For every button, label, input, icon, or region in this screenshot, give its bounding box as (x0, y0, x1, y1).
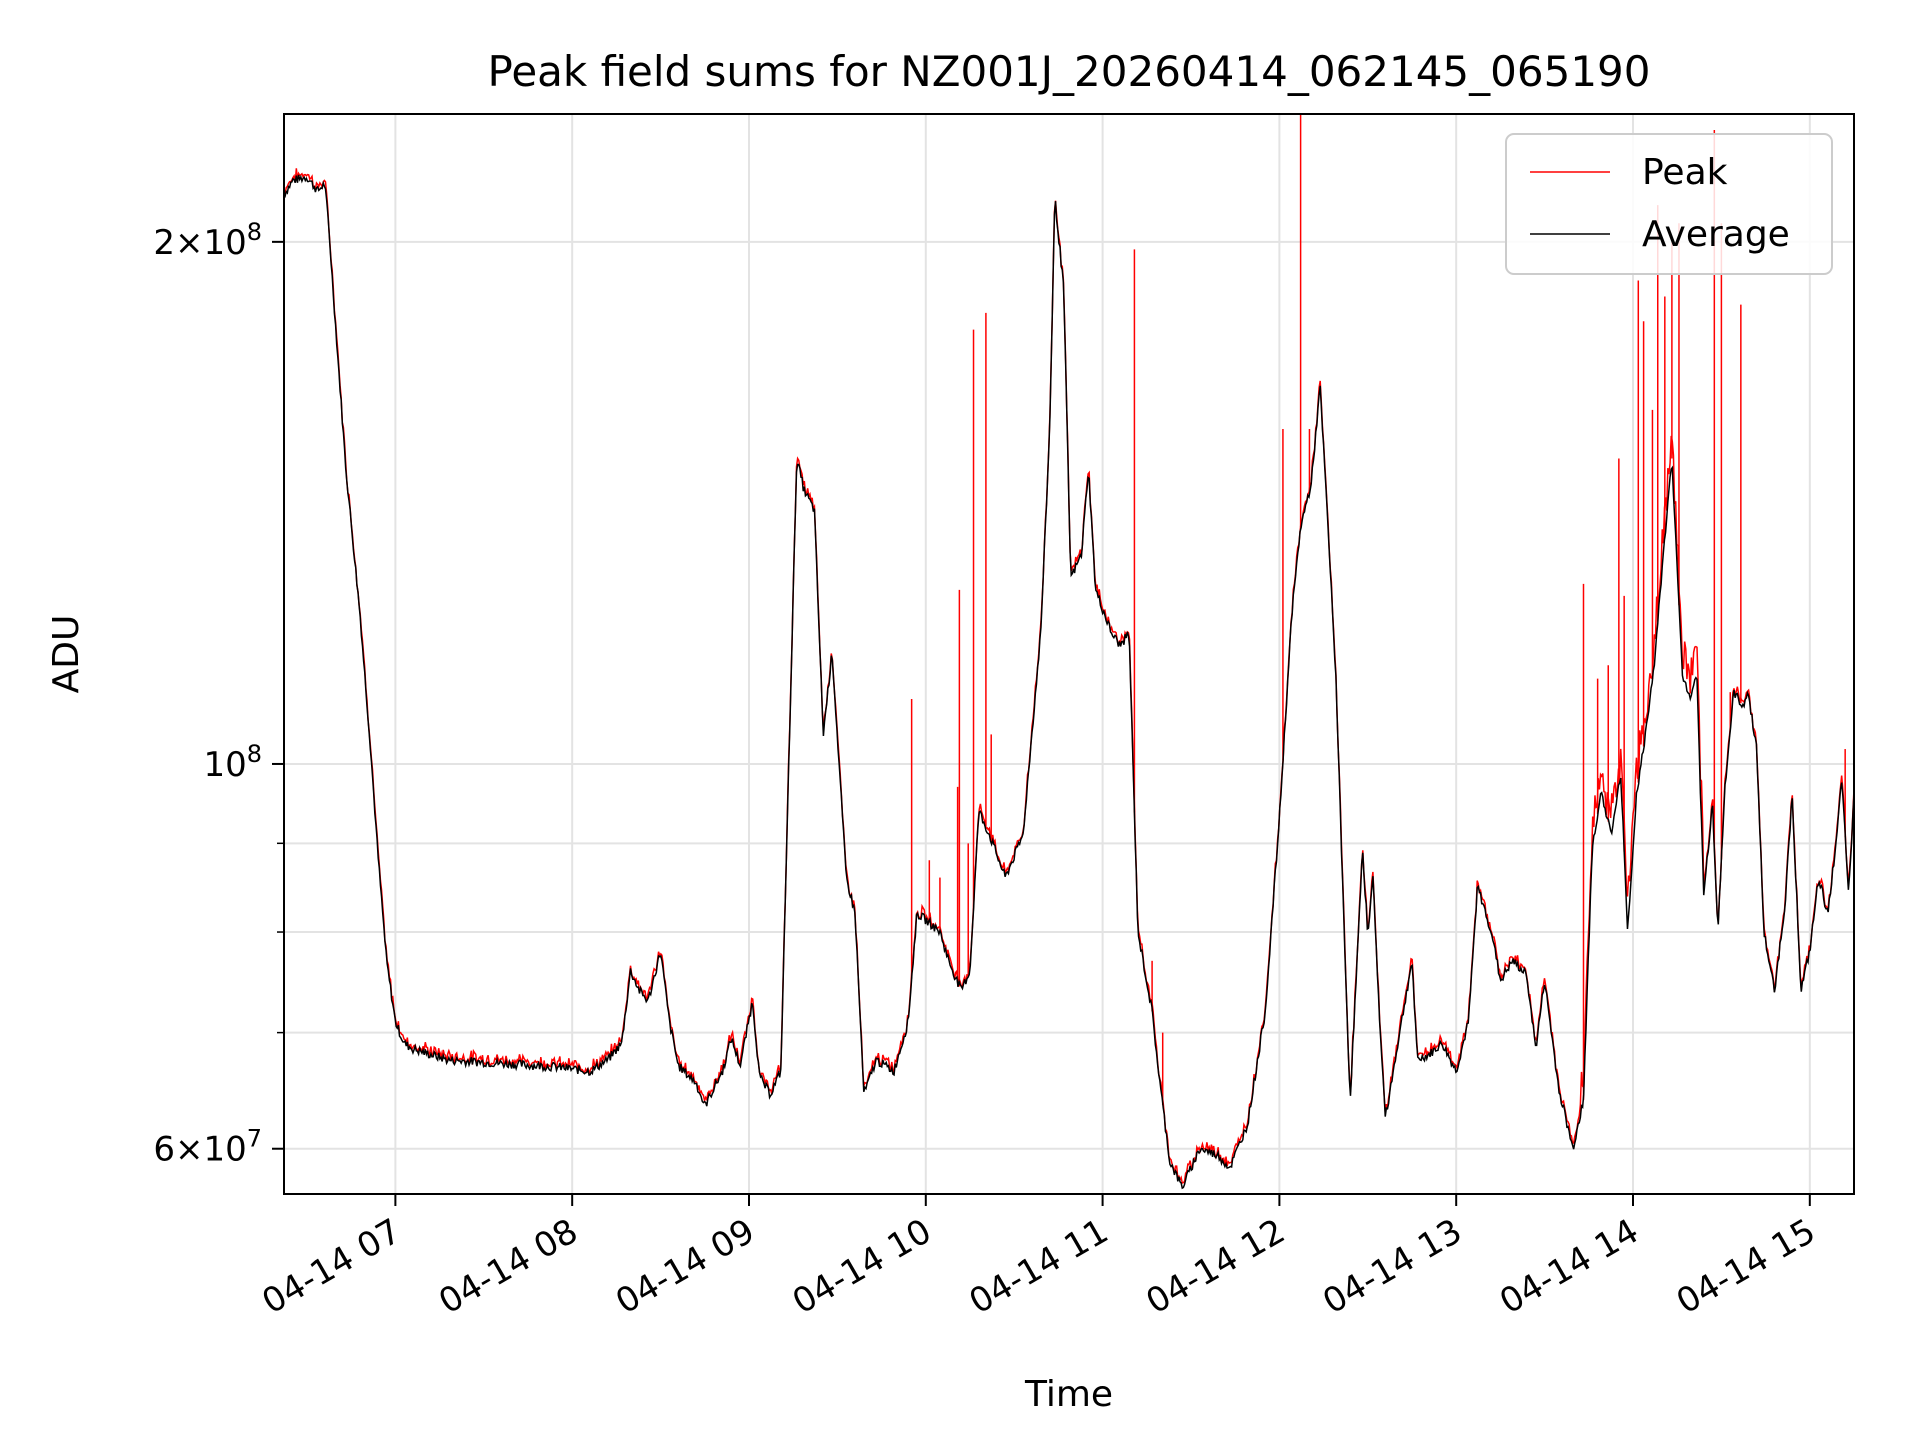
grid-lines (284, 114, 1854, 1194)
legend: Peak Average (1505, 133, 1833, 275)
legend-label-average: Average (1642, 214, 1790, 255)
legend-box (1505, 133, 1833, 275)
legend-label-peak: Peak (1642, 152, 1728, 193)
y-tick-label: 2×108 (153, 218, 262, 263)
chart-title: Peak field sums for NZ001J_20260414_0621… (488, 47, 1651, 96)
y-tick-label: 6×107 (153, 1125, 262, 1170)
plot-frame (283, 113, 1855, 1195)
average-series-line (284, 174, 1854, 1190)
y-axis-label: ADU (46, 615, 87, 694)
x-axis-label: Time (1024, 1374, 1113, 1415)
data-series (284, 114, 1854, 1190)
y-tick-label: 108 (203, 740, 262, 785)
plot-area (284, 114, 1854, 1194)
y-axis-ticks: 6×107 108 2×108 (153, 218, 284, 1170)
